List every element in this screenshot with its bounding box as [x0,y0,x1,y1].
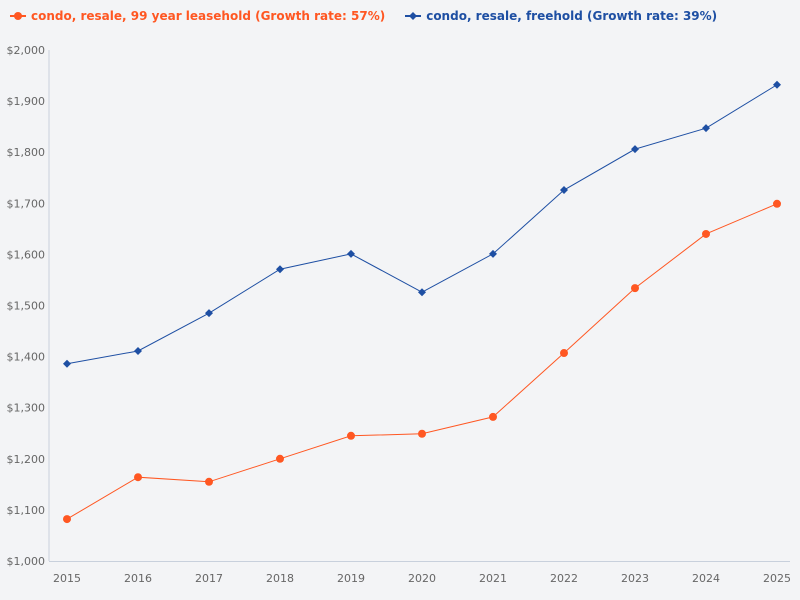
data-point [63,515,71,524]
series-line-1 [66,84,778,365]
data-point [347,431,355,440]
y-tick-label: $1,600 [7,248,46,261]
legend-item-freehold[interactable]: condo, resale, freehold (Growth rate: 39… [405,9,717,23]
data-point [418,288,426,297]
y-tick-label: $1,900 [7,95,46,108]
legend: condo, resale, 99 year leasehold (Growth… [10,9,717,23]
data-point [560,349,568,358]
data-point [347,249,355,258]
data-point [205,309,213,318]
x-tick-label: 2016 [124,572,152,585]
y-tick-label: $1,800 [7,146,46,159]
data-point [631,145,639,154]
data-point [702,229,710,238]
y-tick-label: $1,300 [7,402,46,415]
data-point [134,346,142,355]
y-tick-label: $2,000 [7,44,46,57]
x-tick-label: 2019 [337,572,365,585]
x-tick-label: 2023 [621,572,649,585]
data-point [134,473,142,482]
legend-item-leasehold[interactable]: condo, resale, 99 year leasehold (Growth… [10,9,385,23]
circle-marker-icon [10,12,26,20]
x-tick-label: 2024 [692,572,720,585]
x-tick-label: 2015 [53,572,81,585]
y-tick-label: $1,700 [7,197,46,210]
x-tick-label: 2018 [266,572,294,585]
y-tick-label: $1,400 [7,351,46,364]
y-tick-label: $1,200 [7,453,46,466]
data-point [276,265,284,274]
series-line-0 [66,203,778,520]
x-tick-label: 2021 [479,572,507,585]
data-point [773,80,781,89]
legend-label: condo, resale, 99 year leasehold (Growth… [31,9,386,23]
legend-label: condo, resale, freehold (Growth rate: 39… [426,9,718,23]
data-point [418,429,426,438]
y-tick-label: $1,500 [7,300,46,313]
data-point [276,454,284,463]
x-tick-label: 2022 [550,572,578,585]
diamond-marker-icon [405,12,422,20]
x-tick-label: 2025 [763,572,791,585]
data-point [205,477,213,486]
data-point [560,186,568,195]
data-point [63,359,71,368]
data-point [489,249,497,258]
data-point [702,124,710,133]
x-tick-label: 2020 [408,572,436,585]
x-tick-label: 2017 [195,572,223,585]
data-point [489,412,497,421]
y-tick-label: $1,000 [7,555,46,568]
data-point [631,284,639,293]
y-tick-label: $1,100 [7,504,46,517]
data-point [773,199,781,208]
